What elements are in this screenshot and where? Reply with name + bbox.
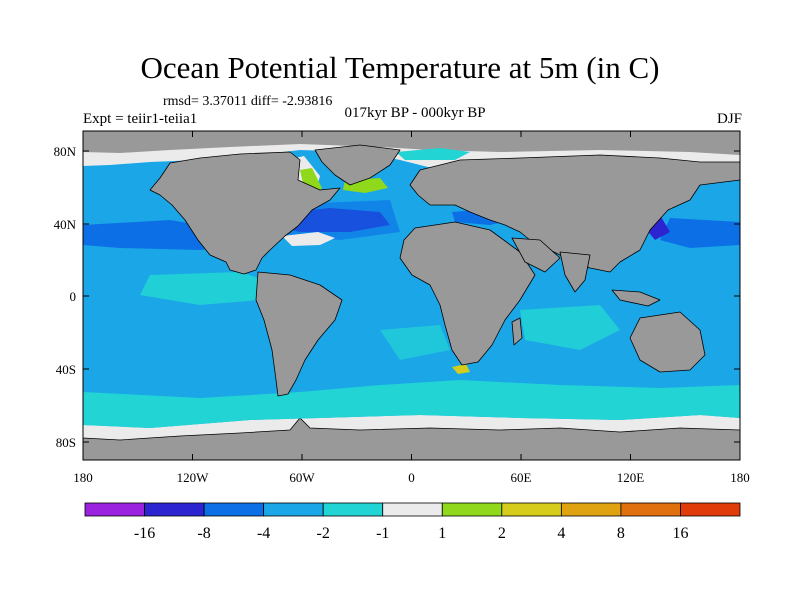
colorbar-label: 1 [438, 525, 446, 542]
south-america-land [255, 271, 343, 397]
lon-tick-label: 180 [730, 470, 750, 485]
lat-tick-label: 0 [70, 289, 77, 304]
colorbar-swatch [144, 502, 205, 517]
colorbar-label: -8 [197, 525, 210, 542]
colorbar-label: 4 [557, 525, 565, 542]
eurasia-land [409, 154, 740, 273]
tropical-patch-pacific [140, 272, 280, 305]
north-pacific-west-band [660, 218, 740, 248]
lat-tick-label: 40N [54, 217, 77, 232]
continents [149, 144, 740, 397]
colorbar-swatch [680, 502, 741, 517]
greenland-land [314, 144, 401, 186]
agulhas-warm-patch [452, 364, 470, 374]
lat-tick-label: 80S [56, 435, 76, 450]
colorbar-swatch [263, 502, 324, 517]
madagascar-land [511, 317, 523, 346]
colorbar-label: 2 [498, 525, 506, 542]
lat-tick-label: 40S [56, 362, 76, 377]
arctic-land-mask [83, 131, 740, 155]
indonesia-land [611, 289, 661, 307]
colorbar-swatch [501, 502, 562, 517]
indian-ocean-patch [520, 305, 620, 350]
lon-tick-label: 120E [617, 470, 645, 485]
gulf-stream-patch [282, 232, 335, 246]
colorbar-swatch [560, 502, 622, 517]
australia-land [629, 311, 706, 373]
colorbar-swatch [84, 502, 145, 517]
arabia-land [511, 237, 561, 273]
lat-tick-label: 80N [54, 144, 77, 159]
lon-tick-label: 0 [408, 470, 415, 485]
plot-title: Ocean Potential Temperature at 5m (in C) [140, 50, 660, 85]
antarctica-land [83, 417, 740, 460]
stats-readout: rmsd= 3.37011 diff= -2.93816 [163, 94, 333, 109]
india-land [559, 251, 591, 293]
period-label: 017kyr BP - 000kyr BP [344, 105, 486, 121]
colorbar: -16 -8 -4 -2 -1 1 2 4 8 16 [84, 502, 741, 542]
lon-tick-label: 180 [73, 470, 93, 485]
colorbar-label: -16 [134, 525, 155, 542]
axis-ticks: 180 120W 60W 0 60E 120E 180 80N 40N 0 40S 80S [54, 131, 750, 485]
colorbar-swatch [382, 502, 443, 517]
colorbar-swatch [203, 502, 265, 517]
colorbar-label: 8 [617, 525, 625, 542]
colorbar-label: -4 [257, 525, 270, 542]
south-atlantic-patch [380, 325, 450, 360]
colorbar-swatch [322, 502, 384, 517]
colorbar-label: -2 [317, 525, 330, 542]
lon-tick-label: 120W [177, 470, 210, 485]
colorbar-swatch [620, 502, 681, 517]
experiment-label: Expt = teiir1-teiia1 [83, 111, 198, 127]
season-label: DJF [716, 111, 742, 127]
lon-tick-label: 60E [511, 470, 532, 485]
north-america-land [149, 151, 341, 275]
colorbar-label: -1 [376, 525, 389, 542]
colorbar-swatch [441, 502, 503, 517]
southern-ocean-band [83, 380, 740, 428]
colorbar-label: 16 [672, 525, 688, 542]
norwegian-sea-patch [396, 148, 470, 160]
map-area [83, 131, 740, 460]
africa-land [399, 221, 536, 366]
lon-tick-label: 60W [289, 470, 315, 485]
